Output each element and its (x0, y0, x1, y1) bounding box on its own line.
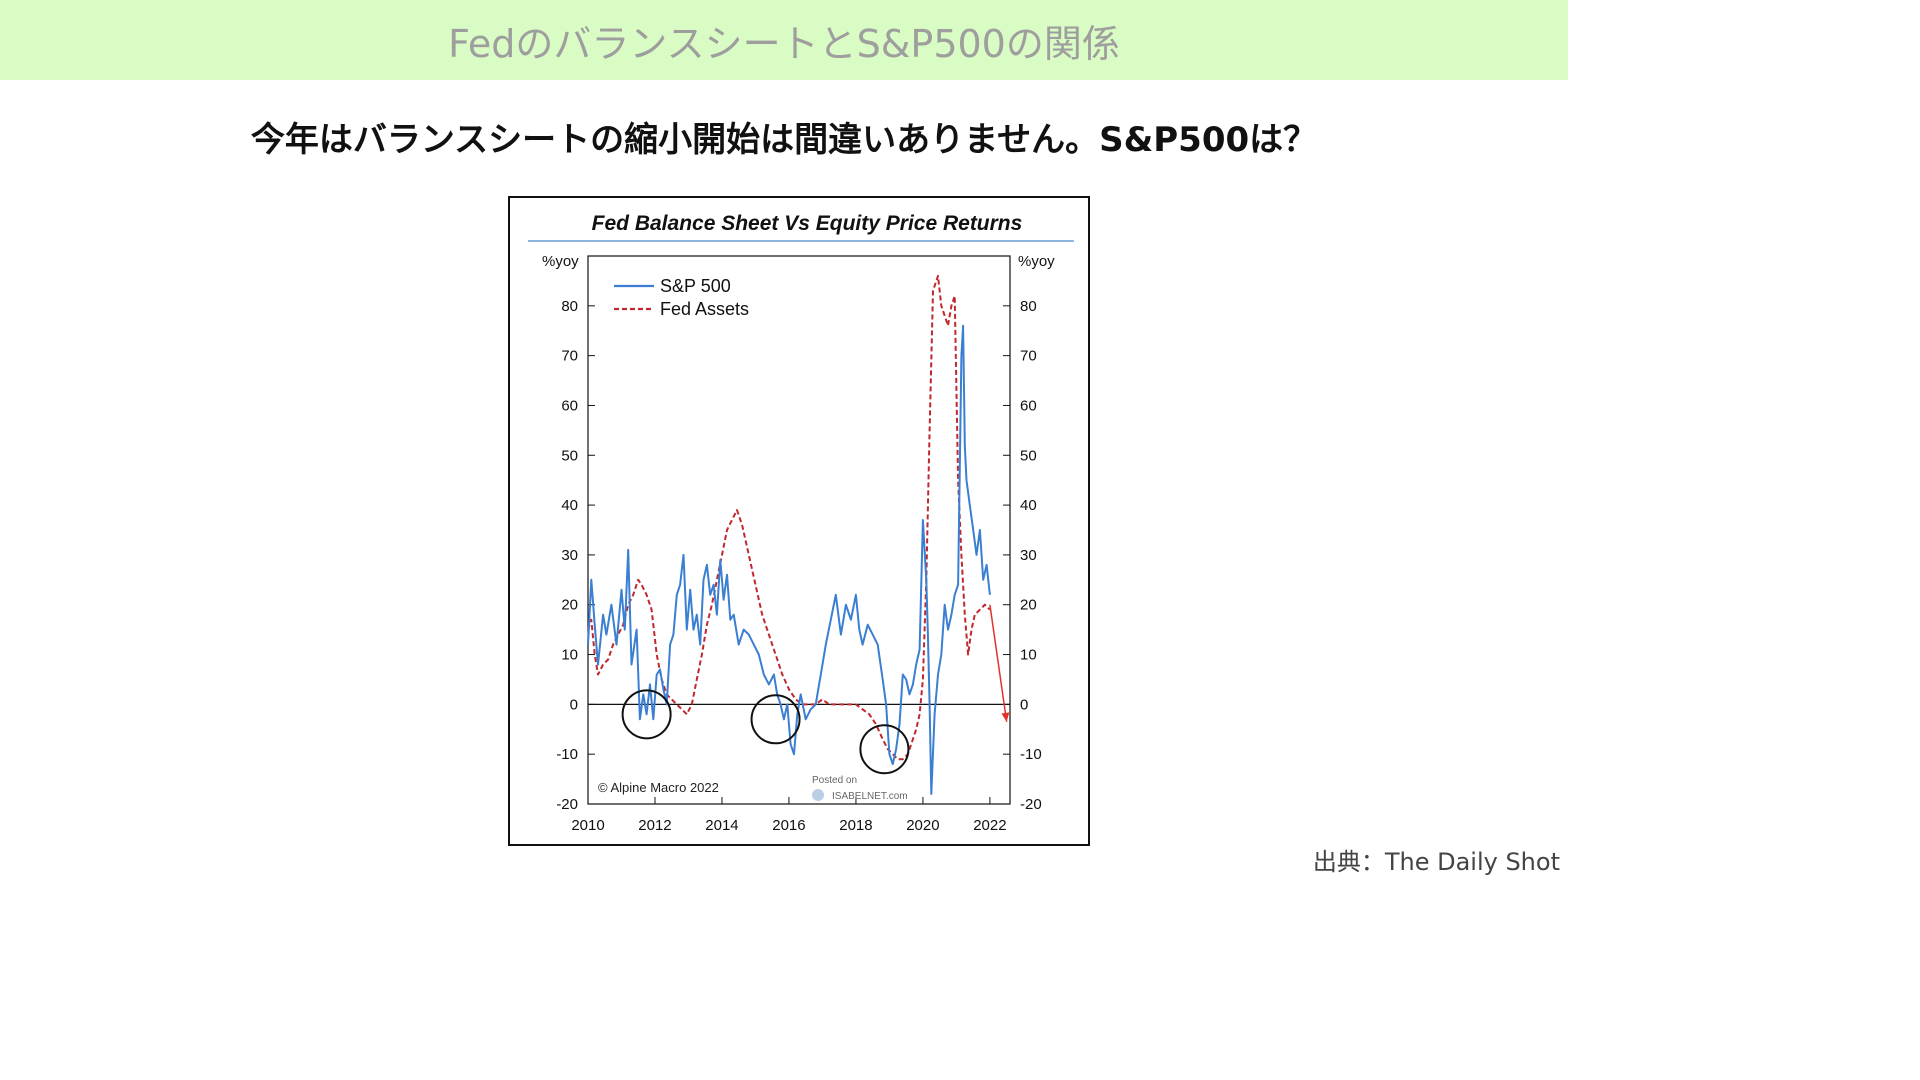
y-tick-label-left: -20 (556, 796, 578, 813)
x-tick-label: 2016 (772, 817, 805, 834)
y-tick-label-left: 30 (561, 547, 578, 564)
header-banner: FedのバランスシートとS&P500の関係 (0, 0, 1568, 80)
legend: S&P 500 Fed Assets (614, 276, 749, 319)
y-tick-label-right: 0 (1020, 696, 1028, 713)
x-tick-label: 2010 (571, 817, 604, 834)
series-layer (587, 274, 991, 795)
chart-title: Fed Balance Sheet Vs Equity Price Return… (592, 212, 1023, 235)
legend-label-fed: Fed Assets (660, 299, 749, 319)
y-tick-label-right: 70 (1020, 348, 1037, 365)
y-tick-label-left: 70 (561, 348, 578, 365)
y-unit-right: %yoy (1018, 253, 1055, 270)
x-tick-label: 2020 (906, 817, 939, 834)
projection-arrow-head (1001, 712, 1010, 722)
source-credit: 出典：The Daily Shot (1312, 848, 1560, 876)
subtitle: 今年はバランスシートの縮小開始は間違いありません。S&P500は？ (250, 120, 1318, 160)
x-tick-label: 2014 (705, 817, 738, 834)
annotation-circle (621, 689, 672, 740)
y-tick-label-left: 20 (561, 597, 578, 614)
watermark-line2: ISABELNET.com (832, 791, 908, 802)
y-tick-label-right: 20 (1020, 597, 1037, 614)
y-tick-label-right: 40 (1020, 497, 1037, 514)
y-tick-label-right: -20 (1020, 796, 1042, 813)
plot-area (587, 255, 1011, 805)
projection-arrow-line (989, 604, 1008, 722)
y-tick-label-left: 0 (570, 696, 578, 713)
annotation-circle (859, 724, 910, 775)
y-tick-label-left: -10 (556, 746, 578, 763)
circle-layer (621, 689, 910, 775)
annotation-circle (750, 694, 801, 745)
y-tick-label-left: 40 (561, 497, 578, 514)
y-tick-label-right: 10 (1020, 647, 1037, 664)
y-tick-label-left: 50 (561, 447, 578, 464)
y-tick-label-left: 10 (561, 647, 578, 664)
page-title: FedのバランスシートとS&P500の関係 (448, 21, 1120, 66)
y-tick-label-right: -10 (1020, 746, 1042, 763)
y-unit-left: %yoy (542, 253, 579, 270)
x-tick-label: 2018 (839, 817, 872, 834)
y-tick-label-left: 60 (561, 397, 578, 414)
chart-svg: Fed Balance Sheet Vs Equity Price Return… (528, 212, 1074, 834)
arrow-layer (989, 604, 1010, 722)
chart-frame: Fed Balance Sheet Vs Equity Price Return… (508, 196, 1090, 846)
y-tick-label-left: 80 (561, 298, 578, 315)
watermark-globe-icon (812, 789, 824, 801)
watermark-line1: Posted on (812, 775, 857, 786)
y-tick-label-right: 80 (1020, 298, 1037, 315)
y-tick-label-right: 50 (1020, 447, 1037, 464)
copyright-note: © Alpine Macro 2022 (598, 780, 719, 795)
series-line-fed-assets (587, 274, 991, 761)
x-tick-label: 2012 (638, 817, 671, 834)
series-line-sp500 (587, 324, 991, 795)
y-tick-label-right: 60 (1020, 397, 1037, 414)
x-tick-label: 2022 (973, 817, 1006, 834)
y-tick-label-right: 30 (1020, 547, 1037, 564)
legend-label-sp500: S&P 500 (660, 276, 731, 296)
